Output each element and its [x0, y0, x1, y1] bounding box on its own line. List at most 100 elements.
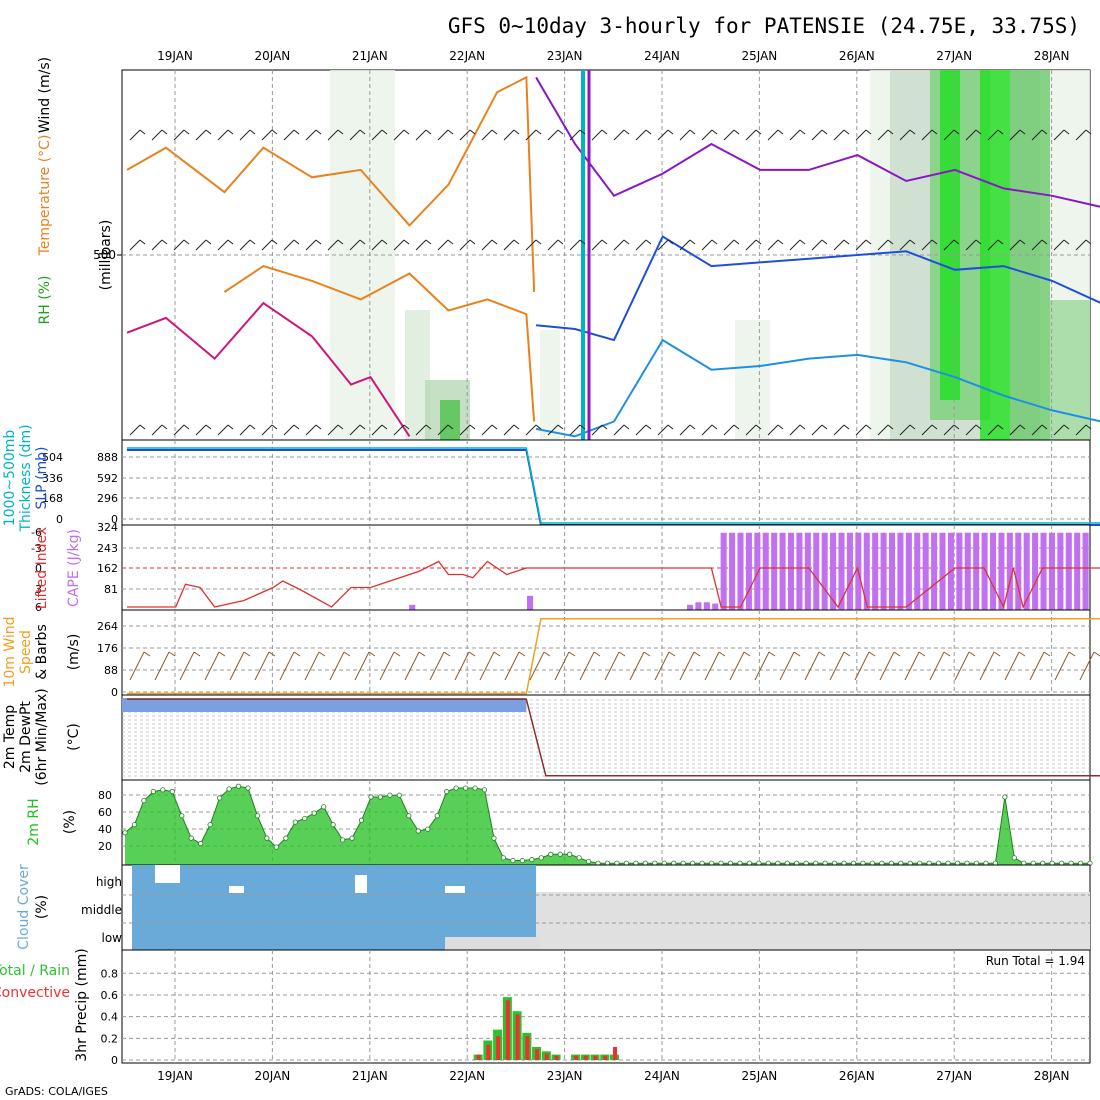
- bottom-date-label: 22JAN: [449, 1069, 485, 1083]
- wind-barb: [1085, 239, 1092, 245]
- wind-barb: [899, 129, 911, 141]
- wind10-tick-label: 0: [111, 686, 118, 699]
- precip-convective-bar: [574, 1055, 579, 1060]
- wind-barb: [931, 424, 938, 430]
- wind-barb: [711, 129, 718, 135]
- thickness-tick-label: 168: [42, 492, 63, 505]
- rh-shade: [1010, 70, 1050, 440]
- cape-tick-label: 324: [97, 521, 118, 534]
- wind10-barb: [154, 651, 170, 681]
- cape-bar: [863, 532, 870, 610]
- wind-barb: [371, 129, 383, 141]
- cape-bar: [998, 532, 1005, 610]
- cloud-gap: [155, 865, 180, 883]
- wind-barb: [503, 424, 515, 436]
- wind-barb: [613, 129, 625, 141]
- wind-barb: [579, 424, 586, 430]
- rh2m-point: [491, 835, 497, 841]
- top-date-label: 21JAN: [352, 49, 388, 63]
- rh2m-point: [510, 857, 516, 864]
- rh2m-tick-label: 80: [98, 789, 112, 802]
- rh2m-tick-label: 20: [98, 840, 112, 853]
- wind-barb: [469, 239, 476, 245]
- wind10-label-2: Speed: [18, 630, 34, 674]
- wind-barb: [821, 239, 828, 245]
- wind-barb: [1053, 424, 1065, 436]
- bottom-date-label: 28JAN: [1034, 1069, 1070, 1083]
- wind-barb: [557, 239, 564, 245]
- wind10-barb: [254, 651, 270, 681]
- wind-barb: [657, 424, 669, 436]
- top-date-label: 19JAN: [157, 49, 193, 63]
- wind-barb: [535, 424, 542, 430]
- wind-barb: [745, 424, 757, 436]
- wind-barb: [877, 424, 889, 436]
- wind-barb: [283, 239, 295, 251]
- precip-convective-bar: [515, 1014, 520, 1060]
- wind-barb: [569, 129, 581, 141]
- rh2m-point: [415, 828, 421, 834]
- wind10-barb: [654, 651, 670, 681]
- wind-barb: [855, 239, 867, 251]
- wind-barb: [393, 129, 405, 141]
- precip-convective-bar: [496, 1036, 501, 1060]
- rh2m-point: [330, 822, 336, 828]
- wind10-barb: [729, 651, 745, 681]
- wind-barb: [931, 129, 938, 135]
- wind-barb: [789, 129, 801, 141]
- credit-text: GrADS: COLA/IGES: [5, 1085, 108, 1098]
- wind-barb: [733, 424, 740, 430]
- wind10-barb: [854, 651, 870, 681]
- wind-barb: [679, 129, 691, 141]
- cape-bar: [745, 532, 752, 610]
- temp2m-line: [127, 698, 1100, 777]
- precip-tick-label: 0: [111, 1054, 118, 1067]
- wind-barb: [227, 129, 234, 135]
- rh2m-point: [283, 835, 289, 841]
- wind10-barb: [268, 651, 276, 657]
- precip-convective-bar: [525, 1036, 530, 1060]
- wind-barb: [1031, 239, 1043, 251]
- rh2m-point: [131, 822, 138, 828]
- top-date-axis: 19JAN 20JAN 21JAN 22JAN 23JAN 24JAN 25JAN 26JAN…: [157, 49, 1069, 63]
- wind-barb: [953, 129, 960, 135]
- wind-barb: [1019, 424, 1026, 430]
- li-tick-label: 0: [35, 562, 42, 575]
- wind-barb: [195, 239, 207, 251]
- cape-bar: [981, 532, 988, 610]
- wind-barb: [909, 424, 916, 430]
- cape-bar: [762, 532, 769, 610]
- wind-barb: [183, 424, 190, 430]
- wind-barb: [811, 129, 823, 141]
- wind-barb: [1063, 239, 1070, 245]
- wind-barb: [711, 239, 718, 245]
- wind-barb: [887, 239, 894, 245]
- rh2m-point: [462, 785, 469, 791]
- top-date-label: 23JAN: [547, 49, 583, 63]
- wind10-barb: [554, 651, 570, 681]
- rh2m-point: [358, 817, 365, 823]
- lifted-index-label: Lifted Index: [34, 527, 50, 609]
- wind-barb: [283, 129, 295, 141]
- wind-barb: [261, 424, 273, 436]
- wind-barb: [359, 424, 366, 430]
- cloud-gap: [445, 886, 465, 893]
- wind-barb: [425, 239, 432, 245]
- wind-barb: [349, 129, 361, 141]
- wind-barb: [381, 424, 388, 430]
- wind-barb: [1009, 424, 1021, 436]
- cape-bar: [1040, 532, 1047, 610]
- wind-barb: [777, 239, 784, 245]
- wind-barb: [987, 129, 999, 141]
- wind-barb: [777, 424, 784, 430]
- top-date-label: 27JAN: [936, 49, 972, 63]
- wind-barb: [305, 239, 317, 251]
- panels: 500 504 336 168 0 888 592 296 0 -6 -3 0 3 6 324 243 162 8…: [31, 69, 1100, 1067]
- wind-barb: [921, 239, 933, 251]
- rh2m-point: [425, 826, 431, 832]
- wind-barb: [821, 424, 828, 430]
- wind10-label: 10m Wind: [2, 616, 18, 687]
- wind-barb: [601, 424, 608, 430]
- wind-barb: [283, 424, 295, 436]
